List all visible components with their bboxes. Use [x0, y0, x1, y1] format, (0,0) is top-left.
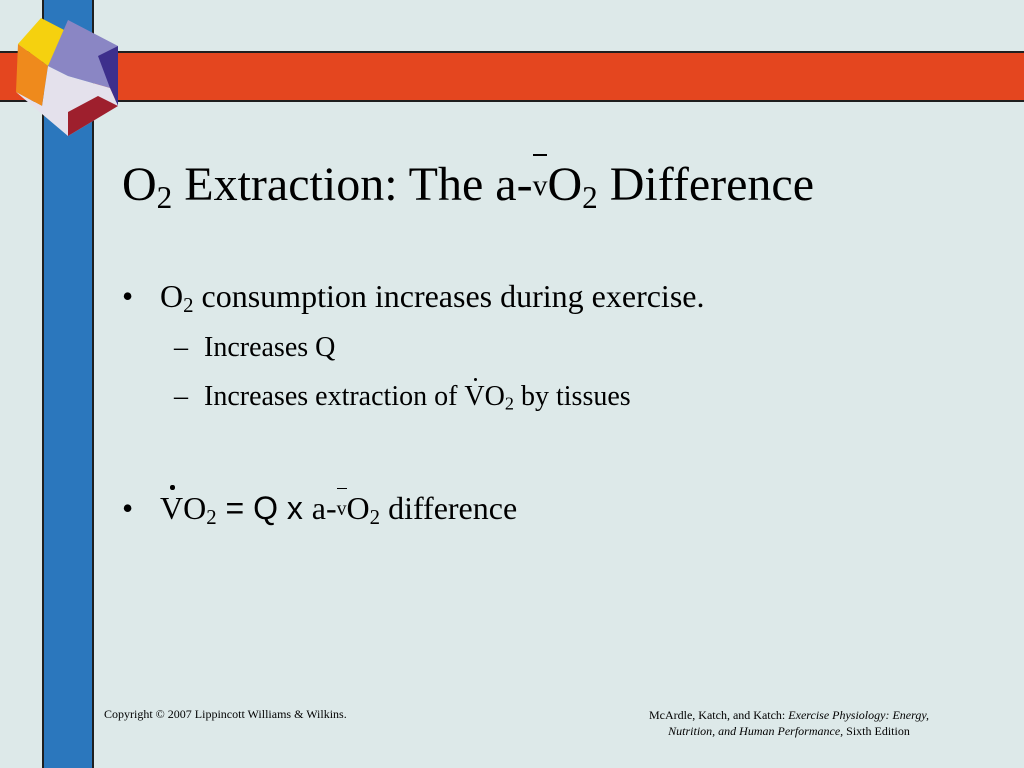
logo-facet-dark-purple: [98, 46, 118, 106]
footer-copyright: Copyright © 2007 Lippincott Williams & W…: [104, 707, 347, 721]
slide-title: O2 Extraction: The a-vO2 Difference: [122, 154, 814, 216]
logo-facet-purple: [48, 20, 118, 88]
footer-citation: McArdle, Katch, and Katch: Exercise Phys…: [648, 708, 930, 738]
logo-facet-yellow: [18, 18, 68, 66]
logo-facet-orange: [16, 44, 48, 106]
logo-facet-red: [68, 96, 118, 136]
v-bar-symbol: v: [336, 488, 347, 529]
v-bar-symbol: v: [532, 154, 547, 216]
orange-header-bar: [0, 51, 1024, 102]
v-dot-symbol: V: [160, 485, 184, 526]
cube-logo-icon: [16, 18, 118, 136]
v-dot-symbol: V: [464, 377, 485, 412]
